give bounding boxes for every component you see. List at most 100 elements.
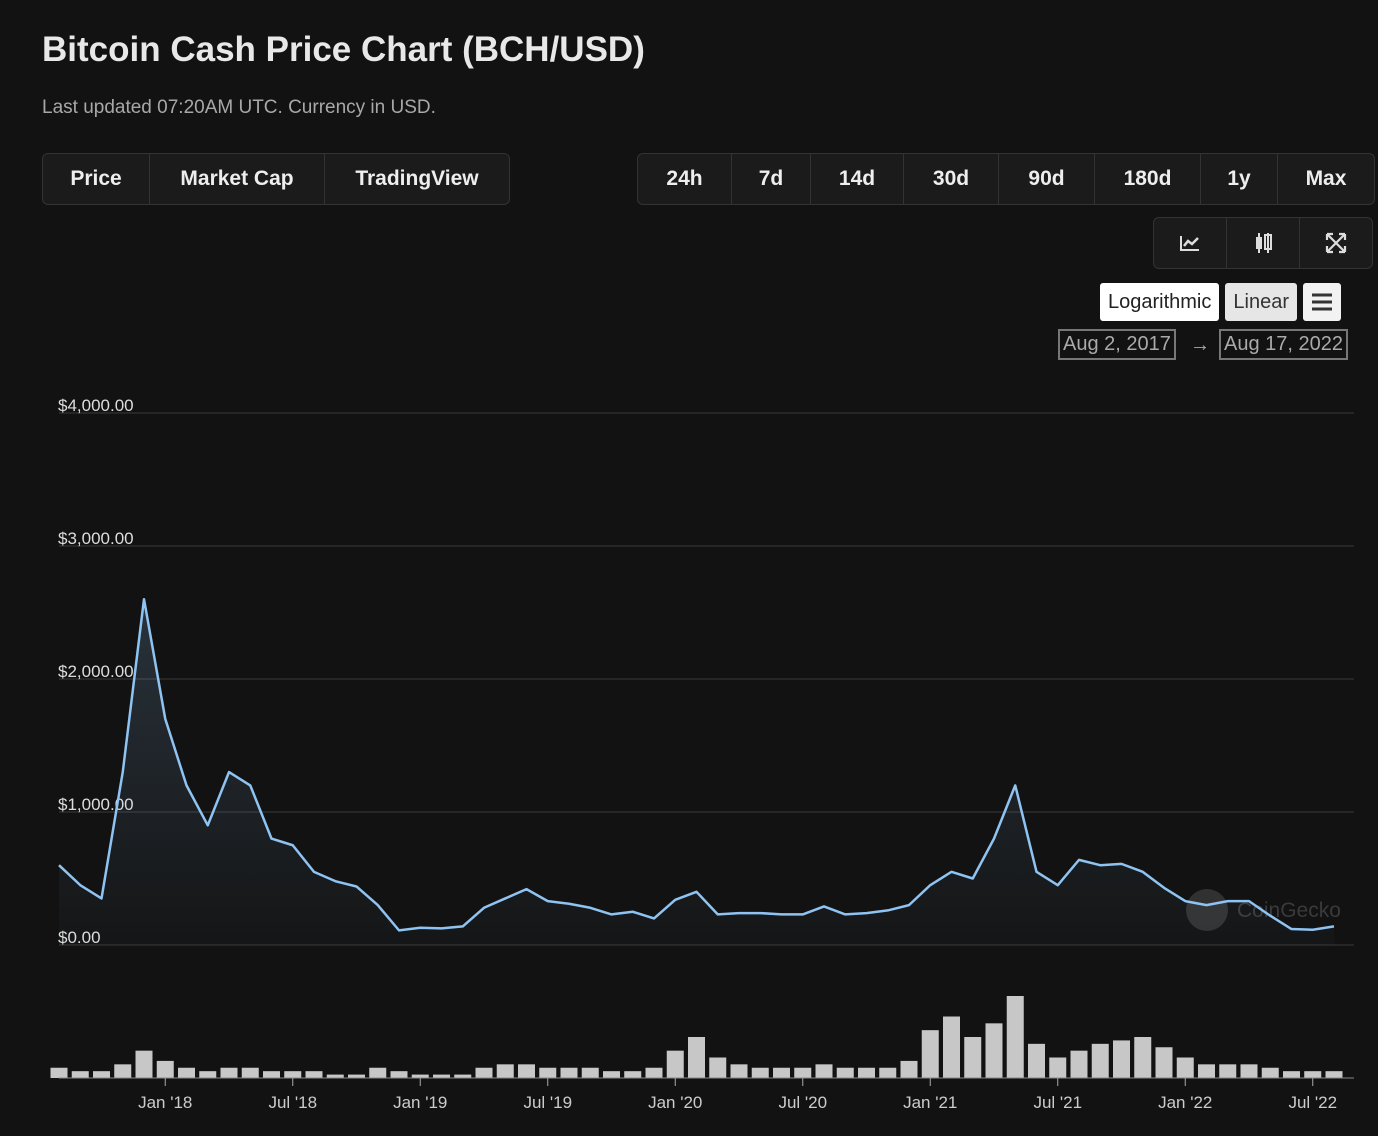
y-tick-label: $4,000.00 <box>58 396 134 415</box>
icon <box>1325 232 1347 254</box>
fullscreen-button[interactable] <box>1300 218 1372 268</box>
page-title: Bitcoin Cash Price Chart (BCH/USD) <box>42 30 645 69</box>
volume-bar <box>305 1071 323 1078</box>
date-to[interactable]: Aug 17, 2022 <box>1219 329 1348 360</box>
volume-bar <box>1113 1040 1130 1078</box>
line-chart-button[interactable] <box>1154 218 1227 268</box>
volume-bar <box>1283 1071 1300 1078</box>
volume-bar <box>1325 1071 1343 1078</box>
volume-bar <box>220 1067 238 1078</box>
price-line <box>58 597 1335 932</box>
range-button[interactable]: 24h <box>638 154 732 204</box>
volume-bar <box>921 1030 939 1078</box>
menu-button[interactable] <box>1303 283 1341 321</box>
y-tick-label: $1,000.00 <box>58 795 134 814</box>
volume-bar <box>369 1067 387 1078</box>
x-tick-label: Jul '19 <box>523 1093 572 1112</box>
volume-bar <box>1049 1057 1067 1078</box>
x-tick-label: Jan '18 <box>138 1093 192 1112</box>
volume-bar <box>858 1067 875 1078</box>
arrow: → <box>1190 334 1210 356</box>
volume-bar <box>1028 1043 1045 1078</box>
date-from[interactable]: Aug 2, 2017 <box>1058 329 1176 360</box>
range-button[interactable]: 90d <box>999 154 1095 204</box>
volume-bar <box>135 1050 153 1078</box>
icon <box>1312 293 1332 311</box>
volume-bar <box>1219 1064 1237 1078</box>
volume-bar <box>688 1037 705 1078</box>
volume-bar <box>496 1064 514 1078</box>
volume-bar <box>1155 1047 1173 1078</box>
tab[interactable]: Price <box>43 154 150 204</box>
volume-bar <box>1070 1050 1088 1078</box>
volume-bar <box>624 1071 642 1078</box>
range-button[interactable]: 7d <box>732 154 811 204</box>
volume-bar <box>390 1071 408 1078</box>
volume-bar <box>603 1071 620 1078</box>
volume-bar <box>836 1067 854 1078</box>
volume-bar <box>964 1037 982 1078</box>
icon <box>1180 236 1199 251</box>
volume-bar <box>815 1064 833 1078</box>
volume-bar <box>348 1074 365 1078</box>
range-button[interactable]: 1y <box>1201 154 1278 204</box>
y-tick-label: $3,000.00 <box>58 529 134 548</box>
volume-bar <box>1006 996 1024 1078</box>
volume-bar <box>560 1067 578 1078</box>
volume-bar <box>284 1071 302 1078</box>
range-button[interactable]: 30d <box>904 154 999 204</box>
volume-bar <box>1304 1071 1322 1078</box>
range-button[interactable]: Max <box>1305 167 1347 190</box>
volume-bar <box>114 1064 132 1078</box>
volume-bar <box>433 1074 450 1078</box>
volume-bar <box>645 1067 663 1078</box>
volume-bar <box>666 1050 684 1078</box>
volume-bar <box>71 1071 89 1078</box>
tab-group: Price Market Cap TradingView <box>42 153 510 205</box>
volume-bar <box>1261 1067 1279 1078</box>
volume-bar <box>93 1071 110 1078</box>
linear-button[interactable]: Linear <box>1225 283 1297 321</box>
volume-bar <box>730 1064 748 1078</box>
chart-type-group <box>1153 217 1373 269</box>
volume-bar <box>709 1057 727 1078</box>
y-tick-label: $2,000.00 <box>58 662 134 681</box>
volume-bar <box>411 1074 429 1078</box>
x-tick-label: Jan '20 <box>648 1093 702 1112</box>
tab[interactable]: TradingView <box>355 167 479 190</box>
range-group: 24h 7d 14d 30d 90d 180d 1y Max <box>637 153 1375 205</box>
scale-group: Logarithmic Linear <box>1100 283 1341 321</box>
x-tick-label: Jul '21 <box>1033 1093 1082 1112</box>
volume-bar <box>1198 1064 1215 1078</box>
x-tick-label: Jul '20 <box>778 1093 827 1112</box>
volume-bar <box>900 1060 918 1078</box>
candle-chart-button[interactable] <box>1227 218 1300 268</box>
volume-bar <box>178 1067 195 1078</box>
tab[interactable]: Market Cap <box>150 154 325 204</box>
volume-bar <box>943 1016 960 1078</box>
volume-bar <box>794 1067 812 1078</box>
area <box>59 599 1334 945</box>
range-button[interactable]: 14d <box>811 154 904 204</box>
volume-bar <box>326 1074 344 1078</box>
log-button[interactable]: Logarithmic <box>1100 283 1220 321</box>
volume-bar <box>1091 1043 1109 1078</box>
volume-bar <box>879 1067 897 1078</box>
volume-bar <box>50 1067 68 1078</box>
x-tick-label: Jul '18 <box>268 1093 317 1112</box>
volume-bar <box>539 1067 557 1078</box>
volume-bar <box>518 1064 535 1078</box>
volume-bar <box>241 1067 259 1078</box>
volume-bar <box>751 1067 769 1078</box>
volume-bar <box>1240 1064 1258 1078</box>
volume-bar <box>1134 1037 1152 1078</box>
volume-bar <box>1176 1057 1194 1078</box>
x-tick-label: Jul '22 <box>1288 1093 1337 1112</box>
volume-bar <box>263 1071 280 1078</box>
volume-bar <box>581 1067 599 1078</box>
volume-bar <box>773 1067 790 1078</box>
range-button[interactable]: 180d <box>1095 154 1201 204</box>
volume-bar <box>199 1071 217 1078</box>
